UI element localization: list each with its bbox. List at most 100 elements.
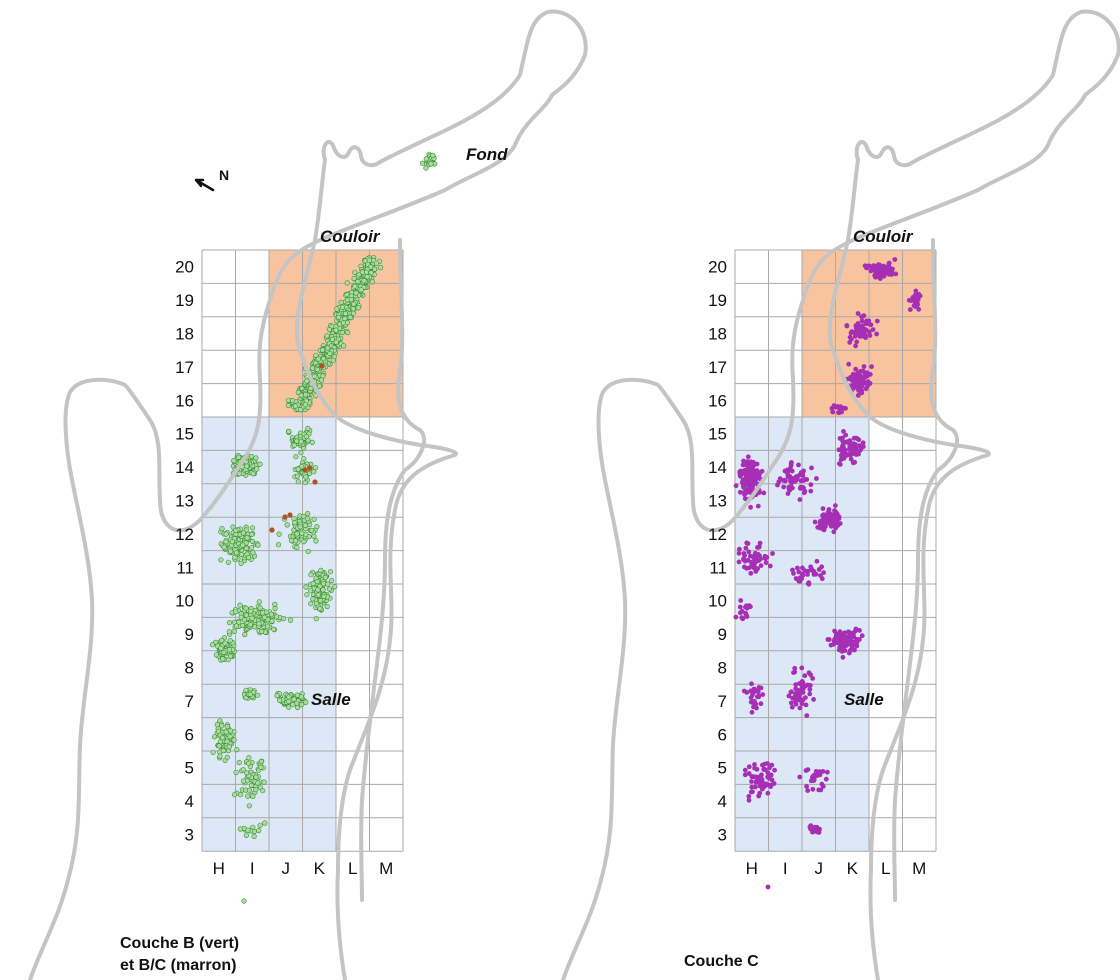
find-point	[835, 513, 841, 519]
find-point	[857, 324, 862, 330]
find-point	[761, 490, 767, 496]
find-point	[865, 379, 871, 385]
find-point	[749, 709, 755, 715]
find-point	[816, 787, 822, 793]
north-label: N	[219, 167, 229, 183]
row-label: 10	[175, 592, 194, 611]
find-point	[309, 527, 315, 534]
find-point	[804, 713, 810, 718]
caption-line-2: et B/C (marron)	[120, 957, 236, 974]
find-point	[838, 457, 844, 462]
find-point	[254, 466, 260, 472]
find-point	[856, 451, 861, 457]
find-point	[868, 268, 874, 274]
find-point	[246, 787, 252, 793]
find-point	[752, 687, 758, 693]
row-label: 4	[185, 792, 194, 811]
find-point	[832, 628, 837, 634]
find-point	[733, 483, 739, 489]
find-point	[315, 356, 321, 362]
find-point	[333, 339, 339, 345]
find-point	[249, 525, 256, 531]
find-point	[243, 605, 249, 611]
find-point	[314, 578, 320, 585]
row-label: 15	[708, 425, 727, 444]
find-point	[796, 462, 801, 468]
find-point	[876, 262, 881, 268]
find-point	[246, 803, 252, 809]
find-point	[867, 333, 873, 338]
find-point	[286, 704, 292, 710]
find-point	[809, 465, 814, 471]
find-point	[755, 545, 760, 550]
find-point	[277, 697, 283, 704]
find-point	[748, 570, 754, 576]
find-point	[255, 542, 261, 548]
find-point	[295, 479, 301, 485]
find-point	[259, 628, 265, 635]
find-point	[243, 612, 249, 618]
find-point	[851, 639, 857, 645]
find-point	[428, 161, 434, 167]
find-point	[861, 444, 866, 449]
find-point	[840, 654, 846, 660]
find-point	[831, 403, 837, 408]
find-point	[239, 551, 245, 558]
find-point	[291, 696, 297, 702]
find-point	[216, 743, 222, 749]
find-point	[838, 453, 844, 458]
find-point	[874, 331, 879, 337]
row-label: 7	[718, 692, 727, 711]
find-point	[862, 263, 868, 269]
find-point	[326, 326, 332, 333]
find-point	[341, 343, 347, 349]
find-point	[233, 527, 239, 534]
find-point	[339, 304, 346, 310]
find-point	[308, 572, 314, 578]
find-point-bc	[282, 514, 288, 520]
find-point	[249, 453, 255, 460]
find-point	[821, 570, 826, 575]
find-point	[853, 626, 859, 632]
find-point	[808, 672, 813, 678]
find-point	[351, 275, 357, 282]
find-point	[344, 280, 350, 286]
find-point	[742, 496, 748, 502]
row-label: 20	[175, 258, 194, 277]
find-point	[742, 772, 748, 778]
find-point	[302, 480, 308, 486]
find-point	[744, 690, 750, 695]
find-point	[831, 529, 837, 535]
find-point	[260, 610, 266, 616]
find-point	[218, 645, 224, 651]
find-point	[748, 699, 754, 705]
row-label: 7	[185, 692, 194, 711]
find-point	[852, 647, 857, 653]
find-point	[913, 288, 919, 294]
find-point	[750, 692, 755, 698]
zone-label-salle: Salle	[844, 690, 884, 709]
find-point	[823, 524, 828, 529]
find-point	[797, 472, 802, 478]
find-point	[744, 475, 749, 481]
find-point	[765, 790, 771, 796]
find-point	[214, 722, 220, 728]
find-point	[833, 503, 838, 508]
find-point	[861, 364, 867, 369]
row-label: 5	[718, 759, 727, 778]
find-point	[285, 402, 292, 409]
find-point	[358, 287, 364, 293]
find-point	[244, 535, 250, 541]
find-point	[329, 577, 335, 584]
row-label: 10	[708, 592, 727, 611]
find-point	[231, 458, 237, 464]
zone-label-couloir: Couloir	[320, 227, 381, 246]
find-point	[284, 522, 290, 528]
find-point	[815, 524, 821, 530]
find-point	[751, 563, 756, 569]
find-point	[327, 351, 333, 357]
find-point	[788, 461, 794, 466]
find-point	[327, 569, 334, 575]
column-label: K	[847, 859, 859, 878]
find-point	[753, 774, 759, 780]
